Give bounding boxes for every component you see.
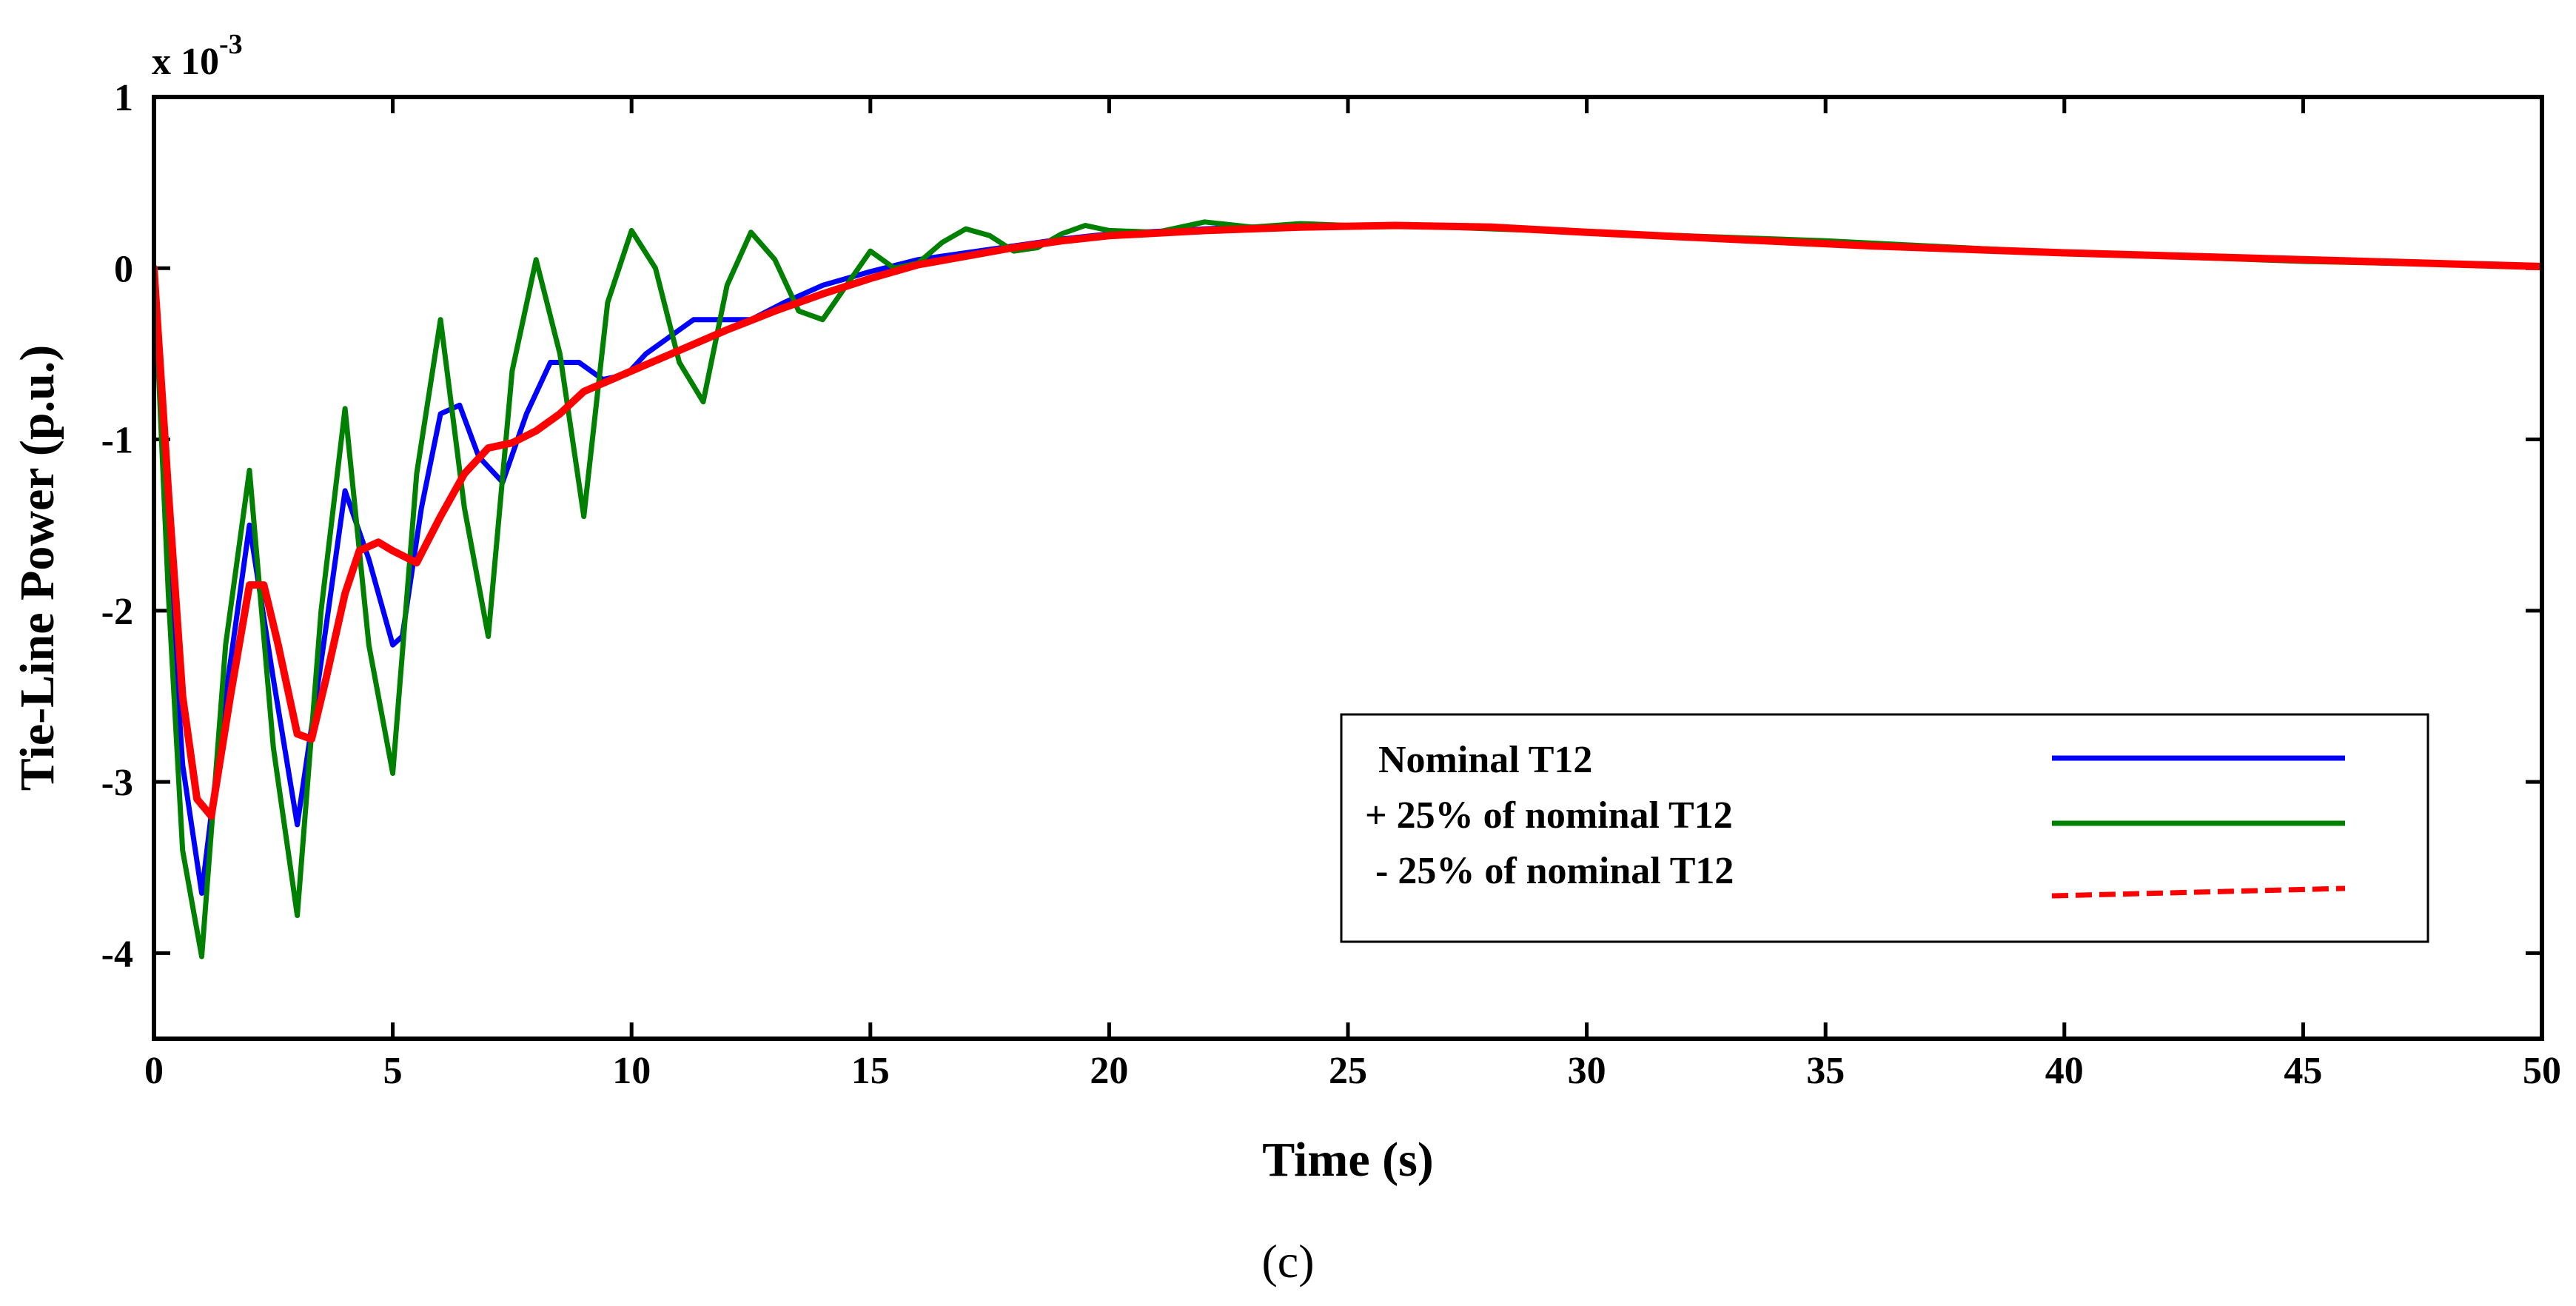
y-axis-label: Tie-Line Power (p.u.): [10, 345, 64, 791]
y-tick-label: -1: [101, 420, 133, 462]
y-tick-labels: -4 -3 -2 -1 0 1: [101, 77, 133, 975]
x-tick-label: 30: [1568, 1050, 1606, 1092]
y-tick-label: -2: [101, 591, 133, 633]
x-tick-label: 35: [1806, 1050, 1845, 1092]
y-tick-label: -4: [101, 933, 133, 975]
legend-box: [1340, 713, 2429, 943]
x-tick-label: 45: [2284, 1050, 2322, 1092]
x-tick-label: 20: [1090, 1050, 1128, 1092]
legend-label-plus-25: + 25% of nominal T12: [1365, 794, 1733, 837]
plot-frame: [152, 95, 2544, 1041]
x-tick-label: 25: [1329, 1050, 1367, 1092]
y-tick-label: 0: [114, 248, 133, 290]
legend-label-minus-25: - 25% of nominal T12: [1375, 850, 1734, 892]
figure-caption: (c): [1261, 1235, 1314, 1287]
x-axis-label: Time (s): [1262, 1133, 1434, 1187]
x-tick-label: 10: [612, 1050, 651, 1092]
y-tick-label: 1: [114, 77, 133, 119]
y-multiplier: x 10-3: [152, 29, 243, 83]
series-line-2: [154, 221, 2542, 820]
x-tick-label: 15: [851, 1050, 890, 1092]
legend-label-nominal: Nominal T12: [1378, 739, 1592, 781]
x-tick-label: 5: [383, 1050, 403, 1092]
y-tick-label: -3: [101, 762, 133, 804]
series-line-1: [154, 219, 2542, 960]
legend-line-minus-25: [2051, 885, 2346, 899]
x-tick-label: 40: [2045, 1050, 2084, 1092]
x-tick-labels: 0 5 10 15 20 25 30 35 40 45 50: [144, 1050, 2561, 1092]
series-lines: [154, 219, 2542, 960]
legend: Nominal T12 + 25% of nominal T12 - 25% o…: [1340, 713, 2429, 943]
x-tick-label: 50: [2523, 1050, 2561, 1092]
x-tick-label: 0: [144, 1050, 164, 1092]
